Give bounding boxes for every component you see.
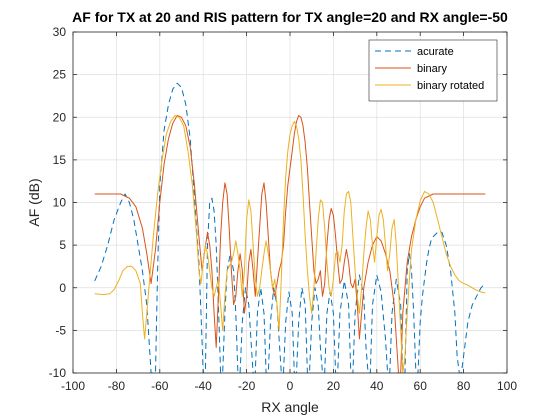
y-tick-label: 15 bbox=[53, 153, 67, 167]
legend-label: binary rotated bbox=[417, 80, 484, 92]
legend-label: acurate bbox=[417, 46, 454, 58]
chart-title: AF for TX at 20 and RIS pattern for TX a… bbox=[72, 9, 508, 25]
legend-label: binary bbox=[417, 63, 447, 75]
y-tick-label: 10 bbox=[53, 196, 67, 210]
x-tick-label: 60 bbox=[414, 379, 428, 393]
ticks: -100 -80 -60 -40 -20 0 20 40 60 80 100 -10 -5 0 5 10 15 2… bbox=[49, 25, 518, 393]
y-tick-label: 5 bbox=[59, 238, 66, 252]
y-tick-label: -5 bbox=[55, 323, 66, 337]
x-tick-label: -100 bbox=[61, 379, 85, 393]
x-tick-label: 40 bbox=[370, 379, 384, 393]
x-tick-label: -40 bbox=[195, 379, 213, 393]
series-layer bbox=[94, 82, 486, 373]
series-line-binary bbox=[94, 115, 486, 373]
series-line-acurate bbox=[94, 82, 486, 373]
y-tick-label: 20 bbox=[53, 110, 67, 124]
x-tick-label: -60 bbox=[151, 379, 169, 393]
legend: acurate binary binary rotated bbox=[368, 39, 498, 102]
series-line-binary-rotated bbox=[94, 115, 486, 373]
y-tick-label: -10 bbox=[49, 366, 67, 380]
x-tick-label: 0 bbox=[287, 379, 294, 393]
x-tick-label: 20 bbox=[327, 379, 341, 393]
x-axis-label: RX angle bbox=[261, 399, 319, 415]
x-tick-label: -80 bbox=[108, 379, 126, 393]
x-tick-label: -20 bbox=[238, 379, 256, 393]
y-tick-label: 0 bbox=[59, 281, 66, 295]
y-axis-label: AF (dB) bbox=[26, 178, 42, 226]
y-tick-label: 30 bbox=[53, 25, 67, 39]
y-tick-label: 25 bbox=[53, 68, 67, 82]
x-tick-label: 100 bbox=[497, 379, 517, 393]
legend-box bbox=[368, 39, 498, 102]
x-tick-label: 80 bbox=[457, 379, 471, 393]
